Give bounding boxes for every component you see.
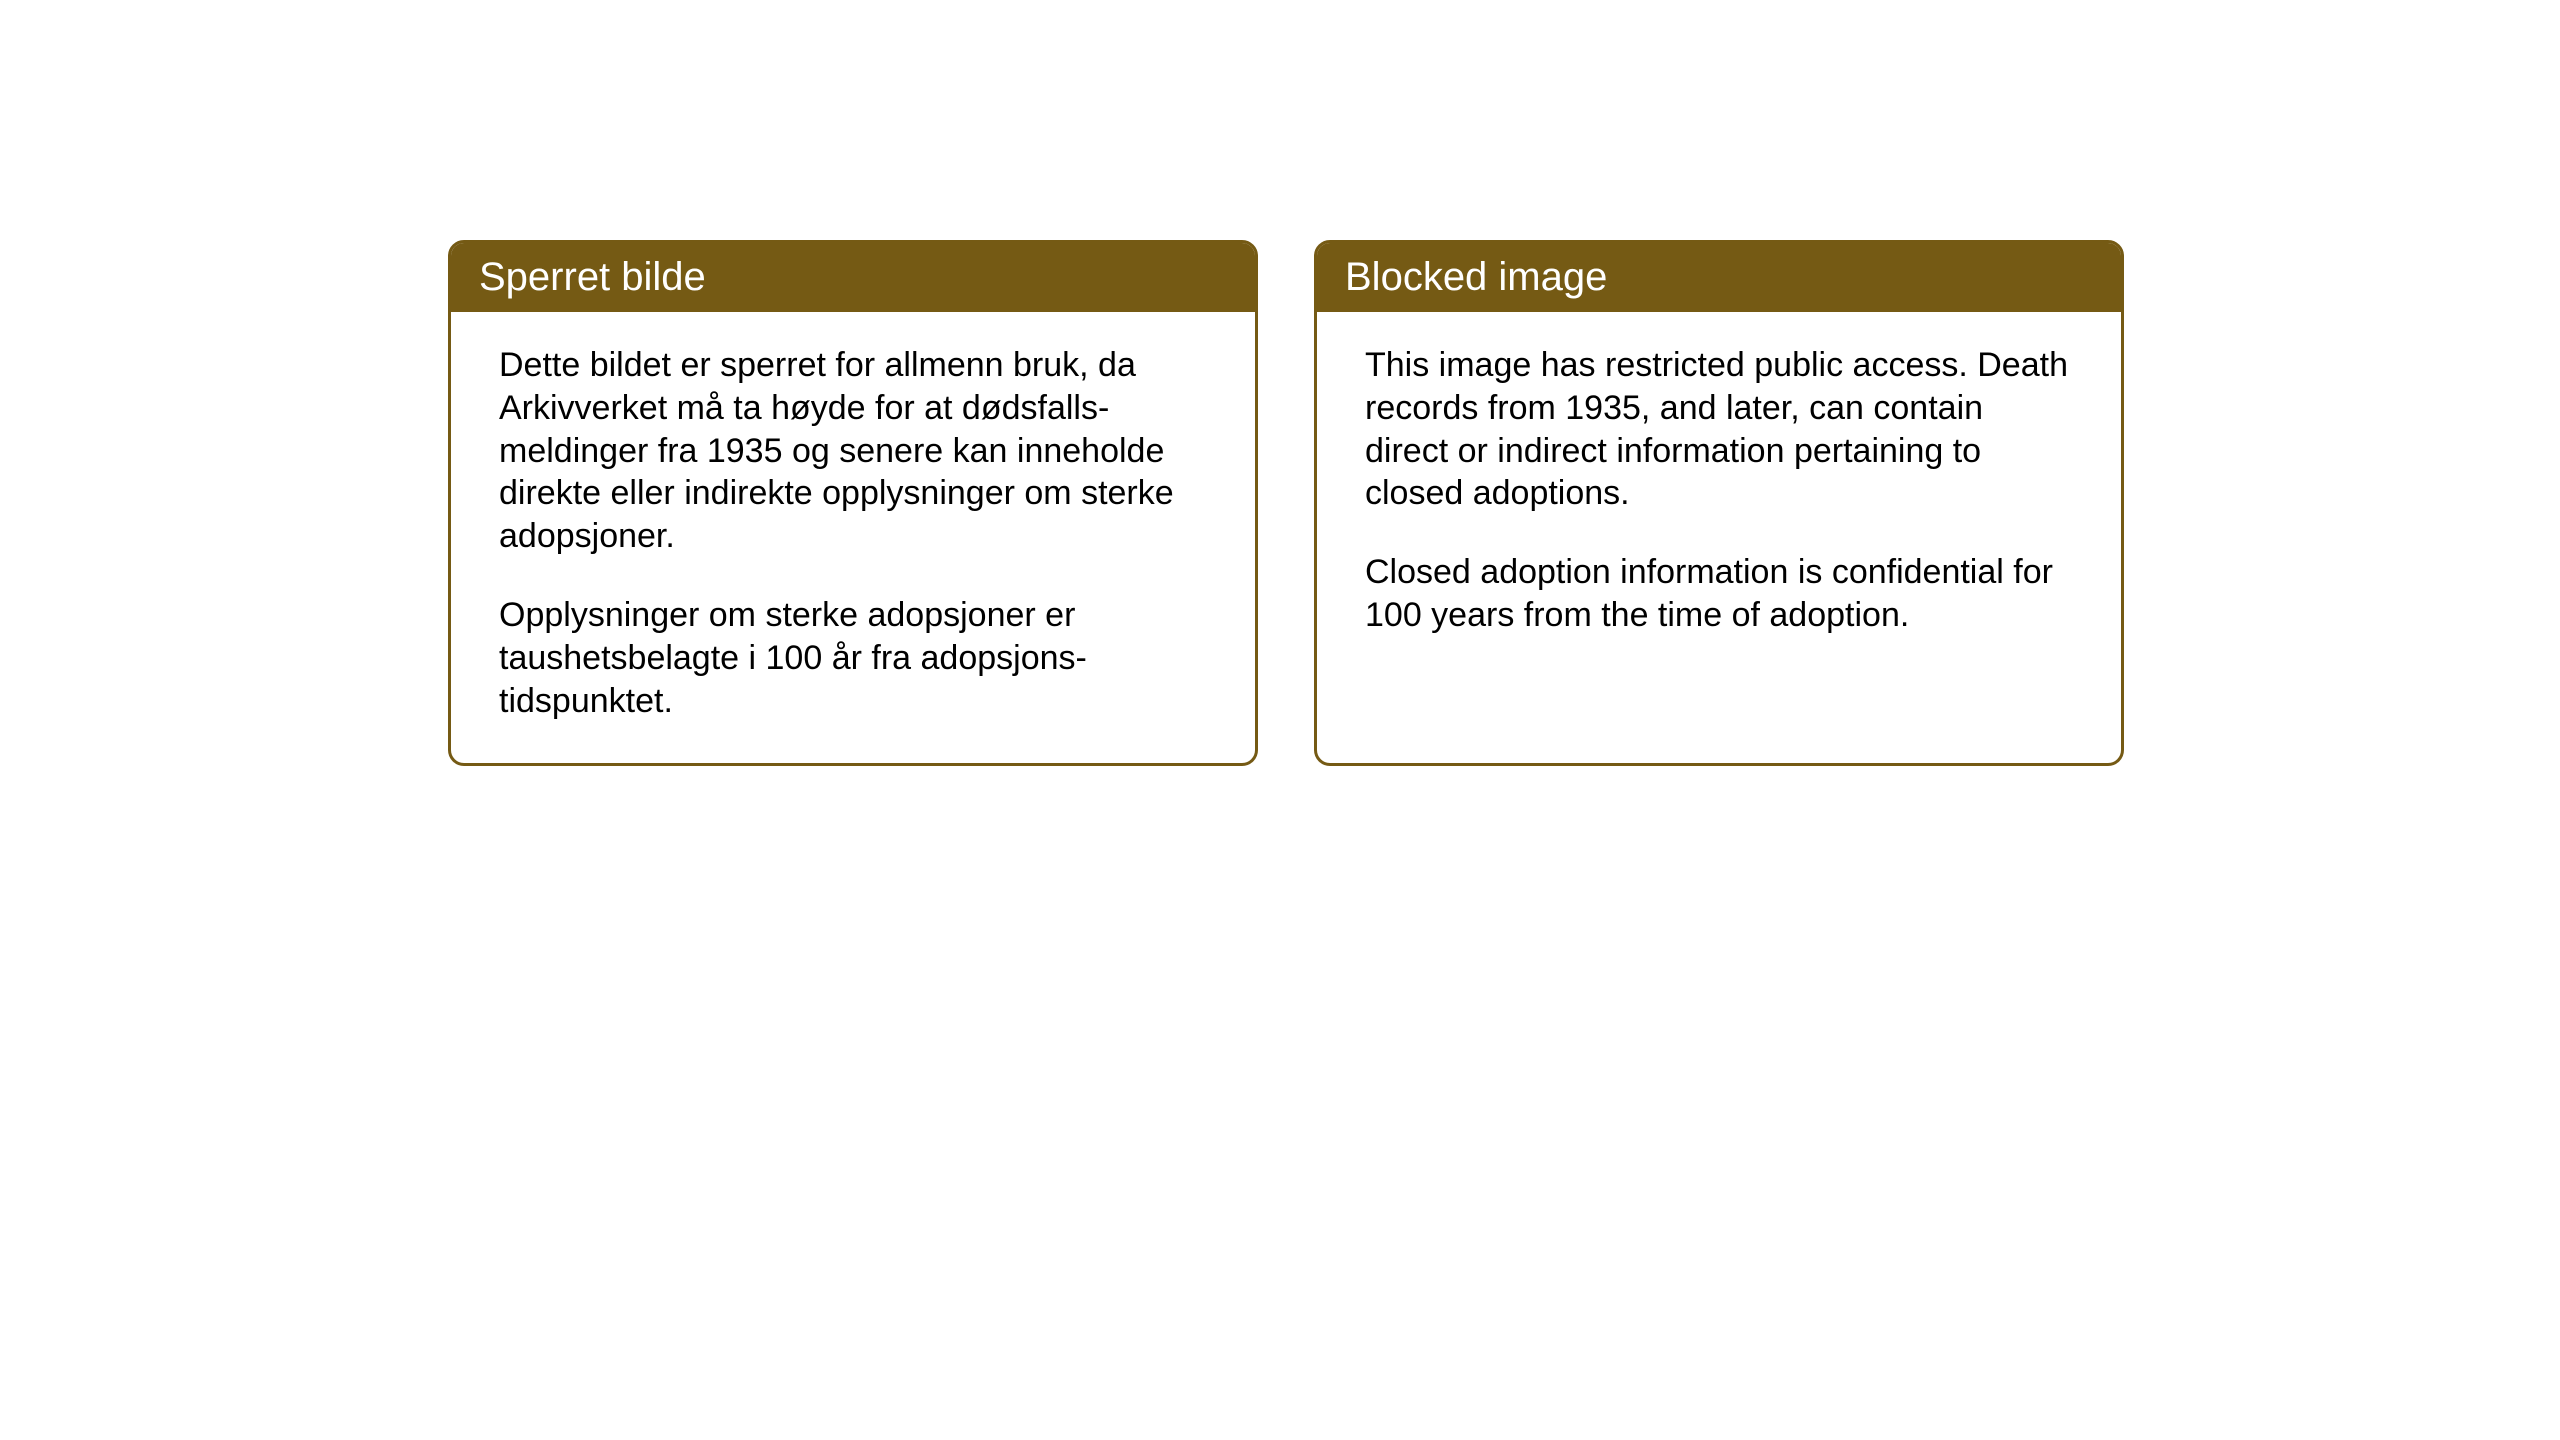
card-norwegian-title: Sperret bilde (479, 255, 706, 299)
card-english-paragraph-1: This image has restricted public access.… (1365, 344, 2073, 515)
card-norwegian: Sperret bilde Dette bildet er sperret fo… (448, 240, 1258, 766)
card-english: Blocked image This image has restricted … (1314, 240, 2124, 766)
card-norwegian-body: Dette bildet er sperret for allmenn bruk… (451, 312, 1255, 763)
card-norwegian-header: Sperret bilde (451, 243, 1255, 312)
card-norwegian-paragraph-1: Dette bildet er sperret for allmenn bruk… (499, 344, 1207, 558)
cards-container: Sperret bilde Dette bildet er sperret fo… (448, 240, 2124, 766)
card-english-title: Blocked image (1345, 255, 1607, 299)
card-norwegian-paragraph-2: Opplysninger om sterke adopsjoner er tau… (499, 594, 1207, 722)
card-english-body: This image has restricted public access.… (1317, 312, 2121, 677)
card-english-header: Blocked image (1317, 243, 2121, 312)
card-english-paragraph-2: Closed adoption information is confident… (1365, 551, 2073, 637)
